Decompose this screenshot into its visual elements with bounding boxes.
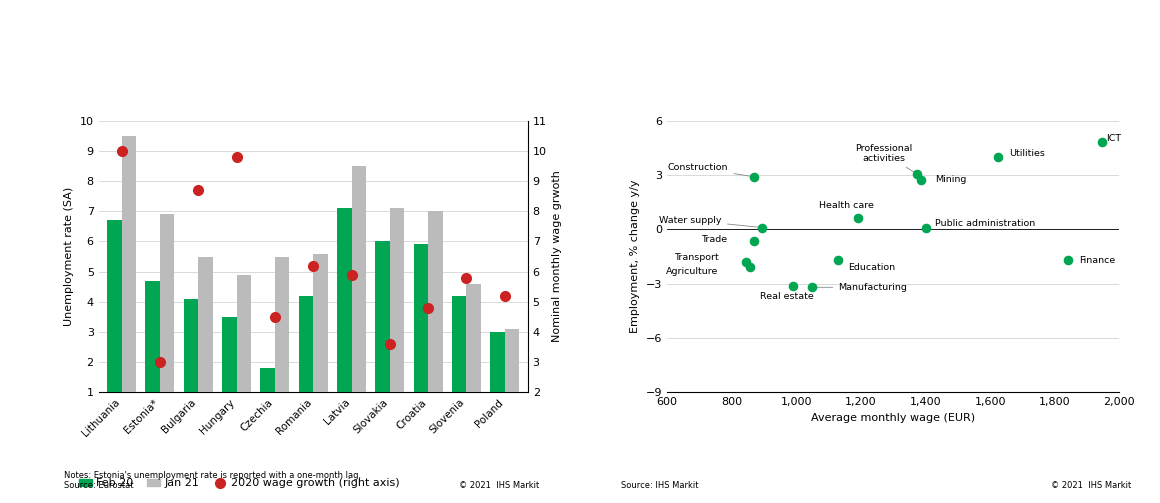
Point <box>745 173 763 181</box>
Point <box>753 223 771 231</box>
Text: Mining: Mining <box>935 175 966 184</box>
Y-axis label: Unemployment rate (SA): Unemployment rate (SA) <box>64 187 74 326</box>
Text: Manufacturing: Manufacturing <box>817 283 907 292</box>
Bar <box>491 332 505 423</box>
Text: Water supply: Water supply <box>659 216 759 227</box>
Point <box>908 170 927 178</box>
Point <box>737 258 755 266</box>
Point <box>848 214 867 222</box>
Text: Source: IHS Markit: Source: IHS Markit <box>621 481 698 490</box>
Y-axis label: Nominal monthly wage grwoth: Nominal monthly wage grwoth <box>552 171 563 343</box>
Text: Education: Education <box>842 261 896 272</box>
Bar <box>183 299 198 423</box>
Text: Public administration: Public administration <box>926 219 1036 228</box>
Text: Agriculture: Agriculture <box>666 267 719 276</box>
Text: Utilities: Utilities <box>1009 149 1045 158</box>
Point <box>803 283 821 291</box>
Point <box>989 153 1008 161</box>
Bar <box>428 211 443 423</box>
Point <box>1058 256 1076 264</box>
Y-axis label: Employment, % change y/y: Employment, % change y/y <box>630 180 640 333</box>
Text: Notes: Estonia's unemployment rate is reported with a one-month lag.
Source: Eur: Notes: Estonia's unemployment rate is re… <box>64 471 361 490</box>
Point <box>912 176 930 184</box>
Point <box>784 282 803 290</box>
Bar <box>313 254 328 423</box>
Text: Transport: Transport <box>674 253 719 262</box>
Text: Real estate: Real estate <box>760 286 813 301</box>
Bar <box>505 329 520 423</box>
Bar <box>414 244 428 423</box>
Bar <box>222 317 237 423</box>
Text: © 2021  IHS Markit: © 2021 IHS Markit <box>459 481 539 490</box>
Text: Construction: Construction <box>668 163 751 176</box>
Text: Health care: Health care <box>819 201 873 218</box>
Point <box>741 264 760 272</box>
Text: Chart 3: Lithuania has recorded fastest rise in unemployment rates and
wages ami: Chart 3: Lithuania has recorded fastest … <box>73 10 551 39</box>
Bar <box>298 296 313 423</box>
Bar <box>275 257 290 423</box>
Bar <box>336 208 351 423</box>
Bar <box>466 284 481 423</box>
Bar <box>145 281 160 423</box>
Legend: Feb 20, Jan 21, 2020 wage growth (right axis): Feb 20, Jan 21, 2020 wage growth (right … <box>74 474 404 493</box>
Bar <box>160 214 174 423</box>
Bar <box>376 241 390 423</box>
Bar <box>198 257 212 423</box>
X-axis label: Average monthly wage (EUR): Average monthly wage (EUR) <box>811 413 976 423</box>
Bar <box>122 136 136 423</box>
Text: Finance: Finance <box>1079 256 1115 265</box>
Point <box>745 237 763 245</box>
Text: ICT: ICT <box>1107 134 1122 143</box>
Text: © 2021  IHS Markit: © 2021 IHS Markit <box>1051 481 1131 490</box>
Bar <box>107 220 122 423</box>
Bar <box>351 166 367 423</box>
Point <box>829 256 848 264</box>
Point <box>1093 138 1111 146</box>
Point <box>916 223 935 231</box>
Text: Chart 4: Hotel and restaurant sector had lowest average wages and
steepest drop : Chart 4: Hotel and restaurant sector had… <box>631 10 1083 39</box>
Text: Professional
activities: Professional activities <box>855 144 914 172</box>
Text: Trade: Trade <box>701 235 727 244</box>
Bar <box>260 368 275 423</box>
Bar <box>390 208 405 423</box>
Bar <box>237 275 251 423</box>
Bar <box>452 296 466 423</box>
